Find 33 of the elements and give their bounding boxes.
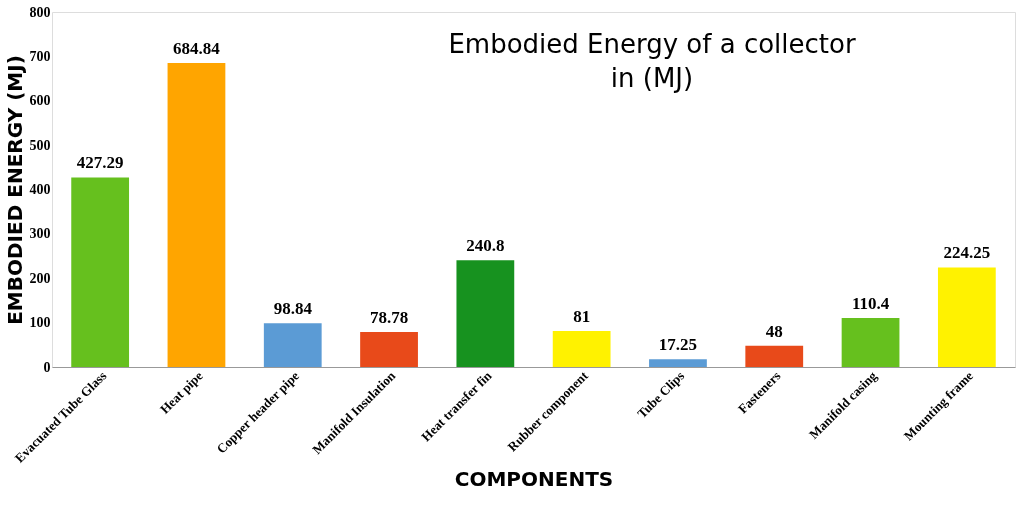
data-label: 110.4 — [851, 294, 890, 314]
bar — [937, 267, 996, 367]
y-tick-label: 600 — [29, 93, 51, 109]
x-axis-title: COMPONENTS — [454, 466, 614, 491]
x-tick-label: Tube Clips — [634, 368, 688, 422]
bar — [841, 318, 900, 367]
bar — [71, 177, 130, 367]
data-label: 81 — [573, 307, 591, 327]
y-axis-title: EMBODIED ENERGY (MJ) — [2, 55, 27, 325]
y-tick-label: 300 — [29, 226, 51, 242]
y-tick-label: 500 — [29, 137, 51, 153]
data-label: 78.78 — [369, 308, 409, 328]
data-label: 684.84 — [173, 39, 221, 59]
data-label: 240.8 — [466, 236, 505, 256]
bar — [167, 63, 226, 367]
y-tick-label: 200 — [29, 270, 51, 286]
bar — [360, 332, 418, 367]
data-label: 98.84 — [273, 299, 313, 319]
y-tick-label: 700 — [29, 48, 51, 64]
y-tick-label: 100 — [29, 315, 51, 331]
text: Embodied Energy of a collector in (MJ) — [448, 29, 856, 93]
data-label: 224.25 — [943, 243, 991, 263]
data-label: 17.25 — [658, 335, 698, 355]
bar — [263, 323, 322, 367]
y-tick-label: 800 — [29, 4, 51, 20]
data-label: 427.29 — [76, 153, 124, 173]
y-tick-label: 400 — [29, 182, 51, 197]
y-tick-label: 0 — [43, 359, 51, 375]
bar — [745, 345, 804, 367]
data-label: 48 — [765, 321, 783, 341]
bar — [456, 260, 515, 367]
bar — [552, 331, 611, 367]
bar — [649, 359, 707, 367]
